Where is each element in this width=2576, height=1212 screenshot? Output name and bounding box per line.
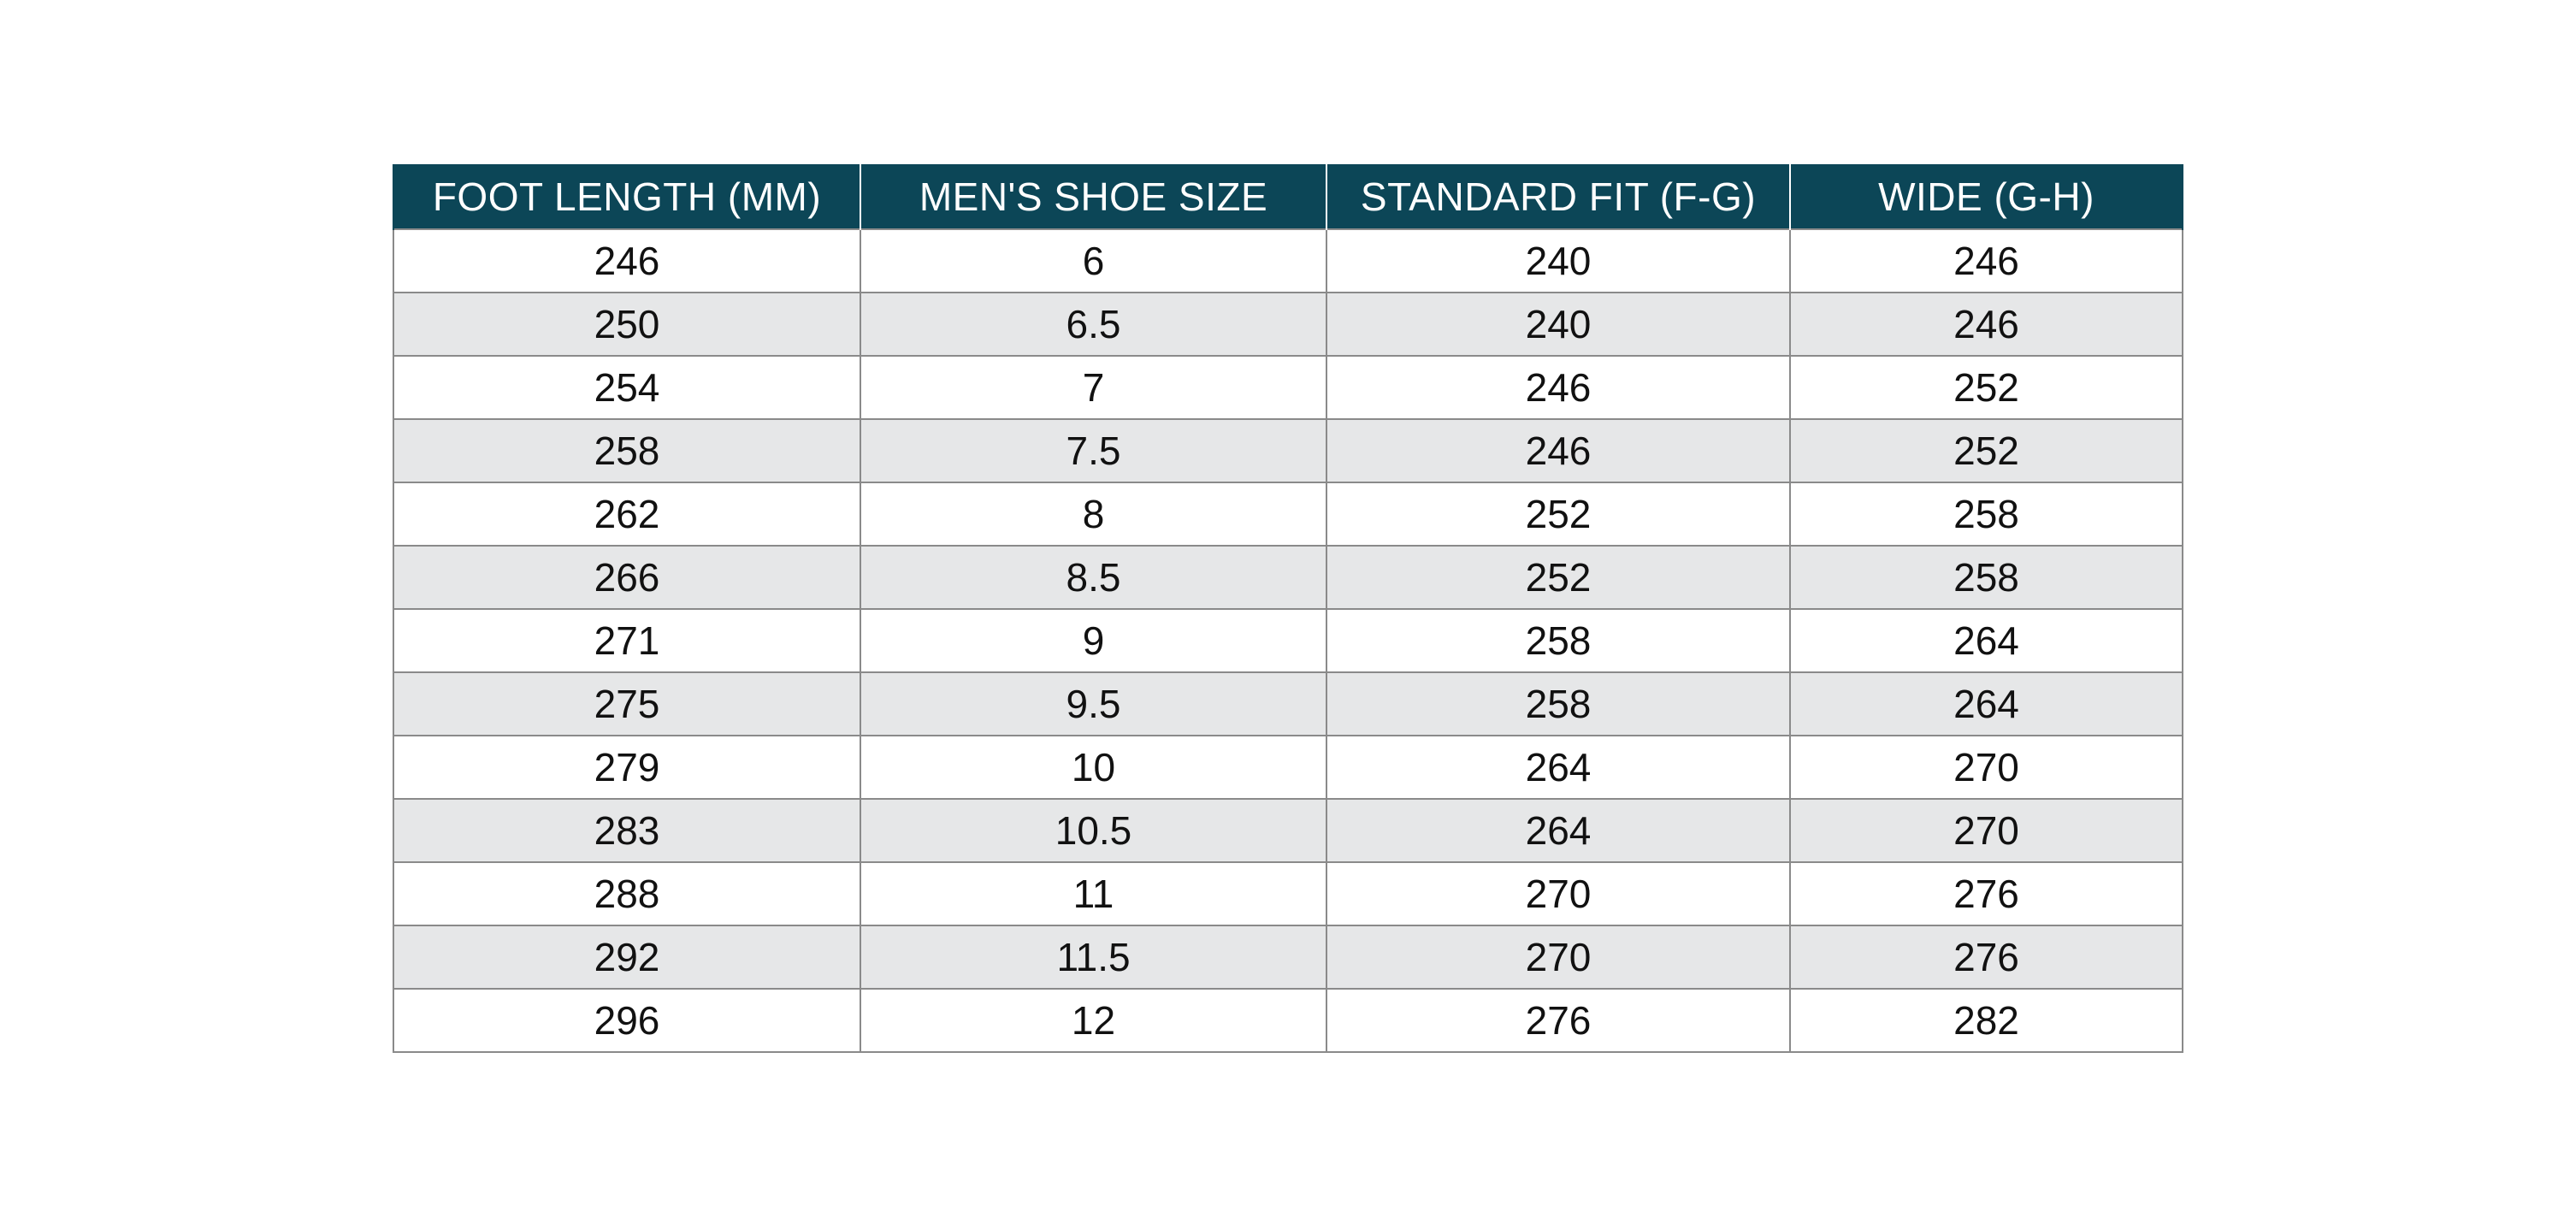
table-cell: 246 (393, 228, 861, 293)
table-cell: 270 (1326, 925, 1791, 990)
table-cell: 264 (1326, 735, 1791, 800)
table-cell: 271 (393, 608, 861, 673)
table-cell: 6.5 (860, 292, 1327, 357)
table-cell: 8 (860, 482, 1327, 547)
table-cell: 12 (860, 988, 1327, 1053)
table-cell: 252 (1326, 545, 1791, 610)
table-row: 254 7 246 252 (393, 355, 2183, 420)
table-cell: 250 (393, 292, 861, 357)
table-cell: 282 (1789, 988, 2183, 1053)
header-row: FOOT LENGTH (MM) MEN'S SHOE SIZE STANDARD … (393, 164, 2183, 229)
header-cell: STANDARD FIT (F-G) (1326, 164, 1791, 229)
table-cell: 240 (1326, 228, 1791, 293)
table-cell: 296 (393, 988, 861, 1053)
table-cell: 10.5 (860, 798, 1327, 863)
table-cell: 9.5 (860, 671, 1327, 736)
table-row: 292 11.5 270 276 (393, 925, 2183, 990)
table-cell: 264 (1789, 671, 2183, 736)
header-cell: WIDE (G-H) (1789, 164, 2183, 229)
table-cell: 252 (1789, 418, 2183, 483)
table-cell: 288 (393, 861, 861, 926)
table-cell: 270 (1789, 798, 2183, 863)
table-row: 246 6 240 246 (393, 228, 2183, 293)
table-cell: 283 (393, 798, 861, 863)
table-cell: 11.5 (860, 925, 1327, 990)
table-cell: 252 (1326, 482, 1791, 547)
table-cell: 258 (1789, 545, 2183, 610)
table-row: 275 9.5 258 264 (393, 671, 2183, 736)
table-cell: 246 (1326, 418, 1791, 483)
table-row: 262 8 252 258 (393, 482, 2183, 547)
table-cell: 276 (1789, 861, 2183, 926)
table-cell: 275 (393, 671, 861, 736)
size-table: FOOT LENGTH (MM) MEN'S SHOE SIZE STANDARD … (393, 164, 2183, 1053)
table-cell: 246 (1326, 355, 1791, 420)
table-cell: 246 (1789, 228, 2183, 293)
header-cell: MEN'S SHOE SIZE (860, 164, 1327, 229)
table-row: 266 8.5 252 258 (393, 545, 2183, 610)
table-cell: 292 (393, 925, 861, 990)
table-row: 271 9 258 264 (393, 608, 2183, 673)
table-cell: 264 (1326, 798, 1791, 863)
table-row: 296 12 276 282 (393, 988, 2183, 1053)
table-cell: 262 (393, 482, 861, 547)
table-row: 258 7.5 246 252 (393, 418, 2183, 483)
table-cell: 252 (1789, 355, 2183, 420)
table-cell: 7 (860, 355, 1327, 420)
table-cell: 258 (1326, 671, 1791, 736)
table-cell: 279 (393, 735, 861, 800)
table-cell: 10 (860, 735, 1327, 800)
table-cell: 266 (393, 545, 861, 610)
table-cell: 240 (1326, 292, 1791, 357)
table-row: 288 11 270 276 (393, 861, 2183, 926)
table-cell: 9 (860, 608, 1327, 673)
table-cell: 276 (1326, 988, 1791, 1053)
table-row: 283 10.5 264 270 (393, 798, 2183, 863)
table-row: 279 10 264 270 (393, 735, 2183, 800)
table-cell: 270 (1326, 861, 1791, 926)
table-cell: 246 (1789, 292, 2183, 357)
table-cell: 264 (1789, 608, 2183, 673)
table-cell: 7.5 (860, 418, 1327, 483)
table-row: 250 6.5 240 246 (393, 292, 2183, 357)
table-cell: 254 (393, 355, 861, 420)
table-cell: 11 (860, 861, 1327, 926)
table-cell: 8.5 (860, 545, 1327, 610)
table-cell: 258 (393, 418, 861, 483)
table-cell: 276 (1789, 925, 2183, 990)
table-cell: 270 (1789, 735, 2183, 800)
table-cell: 258 (1789, 482, 2183, 547)
table-cell: 6 (860, 228, 1327, 293)
table-cell: 258 (1326, 608, 1791, 673)
header-cell: FOOT LENGTH (MM) (393, 164, 861, 229)
